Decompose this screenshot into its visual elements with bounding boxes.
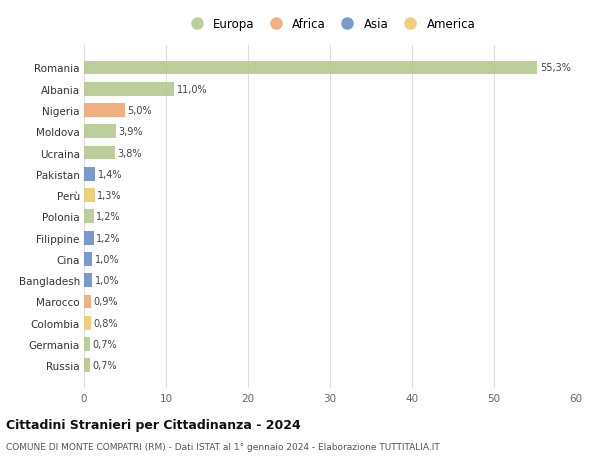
Text: 1,2%: 1,2% bbox=[97, 212, 121, 222]
Bar bbox=[84, 358, 90, 372]
Text: 55,3%: 55,3% bbox=[540, 63, 571, 73]
Bar bbox=[84, 231, 94, 245]
Text: 3,9%: 3,9% bbox=[118, 127, 143, 137]
Text: 0,7%: 0,7% bbox=[92, 360, 117, 370]
Text: 0,9%: 0,9% bbox=[94, 297, 118, 307]
Bar bbox=[84, 295, 91, 308]
Bar bbox=[84, 125, 116, 139]
Text: 1,3%: 1,3% bbox=[97, 190, 122, 201]
Text: 5,0%: 5,0% bbox=[127, 106, 152, 116]
Text: 11,0%: 11,0% bbox=[176, 84, 207, 95]
Bar bbox=[84, 83, 174, 96]
Text: 1,2%: 1,2% bbox=[97, 233, 121, 243]
Bar bbox=[84, 189, 95, 202]
Text: 1,4%: 1,4% bbox=[98, 169, 122, 179]
Text: 1,0%: 1,0% bbox=[95, 275, 119, 285]
Text: COMUNE DI MONTE COMPATRI (RM) - Dati ISTAT al 1° gennaio 2024 - Elaborazione TUT: COMUNE DI MONTE COMPATRI (RM) - Dati IST… bbox=[6, 442, 440, 451]
Bar bbox=[84, 316, 91, 330]
Text: 3,8%: 3,8% bbox=[118, 148, 142, 158]
Bar bbox=[84, 274, 92, 287]
Text: 1,0%: 1,0% bbox=[95, 254, 119, 264]
Bar bbox=[84, 168, 95, 181]
Text: Cittadini Stranieri per Cittadinanza - 2024: Cittadini Stranieri per Cittadinanza - 2… bbox=[6, 418, 301, 431]
Bar bbox=[84, 62, 538, 75]
Bar bbox=[84, 210, 94, 224]
Bar bbox=[84, 337, 90, 351]
Bar bbox=[84, 104, 125, 118]
Bar bbox=[84, 146, 115, 160]
Bar bbox=[84, 252, 92, 266]
Text: 0,7%: 0,7% bbox=[92, 339, 117, 349]
Text: 0,8%: 0,8% bbox=[93, 318, 118, 328]
Legend: Europa, Africa, Asia, America: Europa, Africa, Asia, America bbox=[182, 16, 478, 33]
